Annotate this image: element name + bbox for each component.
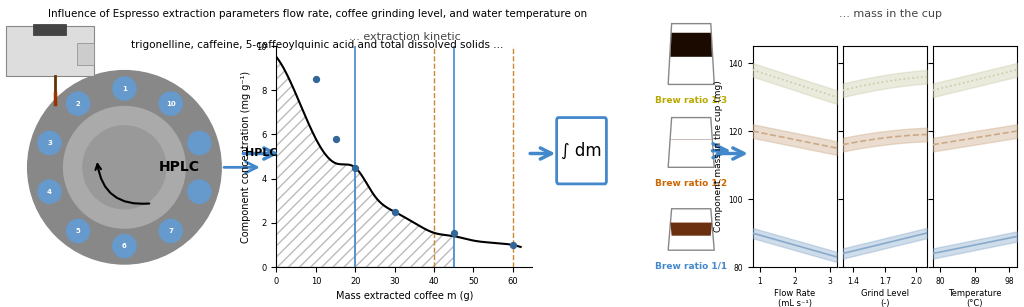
FancyBboxPatch shape (557, 118, 606, 184)
Text: ∫ dm: ∫ dm (561, 142, 602, 160)
Circle shape (38, 180, 61, 203)
Point (328, 136, 344, 141)
Text: 5: 5 (76, 228, 81, 234)
Bar (33, 24, 67, 35)
Polygon shape (668, 209, 715, 250)
Circle shape (187, 180, 211, 203)
Text: Brew ratio 1/2: Brew ratio 1/2 (655, 178, 727, 187)
Circle shape (113, 77, 136, 100)
X-axis label: Grind Level
(-): Grind Level (-) (861, 289, 908, 307)
Y-axis label: Component mass in the cup (mg): Component mass in the cup (mg) (714, 81, 723, 232)
Polygon shape (671, 33, 712, 57)
Point (445, 230, 462, 235)
Polygon shape (671, 223, 712, 236)
Circle shape (83, 126, 166, 209)
Circle shape (63, 107, 185, 228)
Point (386, 209, 402, 214)
Circle shape (187, 131, 211, 155)
Text: Brew ratio 1/1: Brew ratio 1/1 (655, 261, 727, 270)
Text: 7: 7 (168, 228, 173, 234)
Circle shape (159, 220, 182, 243)
Text: Brew ratio 1/3: Brew ratio 1/3 (655, 95, 727, 104)
Circle shape (38, 131, 61, 155)
Text: ... mass in the cup: ... mass in the cup (840, 9, 942, 19)
Text: 1: 1 (122, 86, 127, 91)
Bar (78, 43, 94, 65)
Text: HPLC: HPLC (159, 160, 201, 174)
Circle shape (113, 235, 136, 258)
Circle shape (67, 92, 90, 115)
Polygon shape (668, 24, 715, 84)
Text: 10: 10 (166, 101, 175, 107)
Text: trigonelline, caffeine, 5-caffeoylquinic acid and total dissolved solids ...: trigonelline, caffeine, 5-caffeoylquinic… (131, 40, 504, 50)
Y-axis label: Component concentration (mg g⁻¹): Component concentration (mg g⁻¹) (241, 71, 251, 243)
Text: HPLC: HPLC (245, 149, 278, 158)
Circle shape (67, 220, 90, 243)
Text: Influence of Espresso extraction parameters flow rate, coffee grinding level, an: Influence of Espresso extraction paramet… (48, 9, 587, 19)
Point (347, 165, 364, 170)
Text: 6: 6 (122, 243, 127, 249)
Point (505, 243, 521, 247)
Circle shape (28, 71, 221, 264)
Circle shape (159, 92, 182, 115)
X-axis label: Temperature
(°C): Temperature (°C) (948, 289, 1001, 307)
Point (307, 77, 324, 82)
X-axis label: Mass extracted coffee m (g): Mass extracted coffee m (g) (336, 291, 473, 301)
Polygon shape (668, 118, 715, 167)
Text: 2: 2 (76, 101, 81, 107)
Text: 3: 3 (47, 140, 52, 146)
Title: ... extraction kinetic: ... extraction kinetic (348, 33, 461, 42)
Bar (5, 26, 94, 76)
X-axis label: Flow Rate
(mL s⁻¹): Flow Rate (mL s⁻¹) (774, 289, 815, 307)
Text: 4: 4 (47, 188, 52, 195)
